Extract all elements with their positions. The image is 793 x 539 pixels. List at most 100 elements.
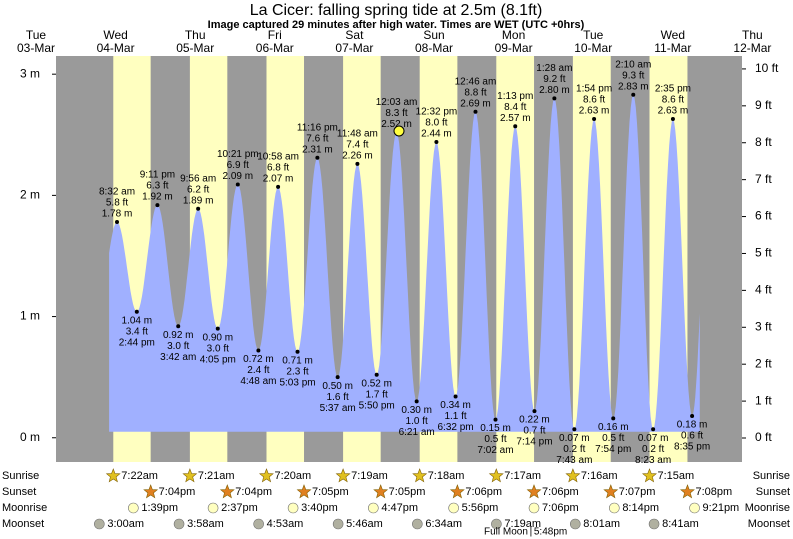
y2-tick-label: 5 ft — [755, 246, 772, 260]
sunrise-icon — [182, 468, 198, 483]
moonrise-icon — [448, 502, 459, 514]
tide-point — [670, 117, 675, 122]
moonset-icon — [648, 518, 660, 530]
sunset-icon — [143, 484, 159, 499]
tide-label: 0.18 m — [677, 420, 708, 431]
day-date: 11-Mar — [654, 41, 691, 55]
y-tick-label: 3 m — [20, 66, 40, 80]
tide-label: 2.3 ft — [286, 366, 308, 377]
tide-label: 12:03 am — [376, 97, 418, 108]
sunrise-icon — [258, 468, 274, 483]
day-date: 07-Mar — [335, 41, 373, 55]
tide-label: 8.0 ft — [425, 118, 447, 129]
tide-point — [453, 394, 458, 399]
y2-tick-label: 9 ft — [755, 98, 772, 112]
sunset-time: 7:04pm — [159, 486, 196, 498]
moonrise-time: 2:37pm — [221, 502, 258, 514]
tide-label: 0.34 m — [440, 400, 471, 411]
tide-area — [109, 94, 700, 432]
tide-label: 2:35 pm — [655, 84, 691, 95]
tide-label: 5:03 pm — [279, 377, 315, 388]
tide-point — [611, 416, 616, 421]
day-date: 06-Mar — [256, 41, 294, 55]
tide-point — [572, 427, 577, 432]
day-weekday: Fri — [268, 28, 282, 42]
day-weekday: Mon — [502, 28, 525, 42]
tide-label: 2.52 m — [381, 119, 412, 130]
moonrise-icon — [207, 502, 219, 514]
tide-point — [690, 413, 695, 418]
y2-tick-label: 10 ft — [755, 61, 779, 75]
tide-label: 11:16 pm — [297, 122, 338, 133]
tide-label: 10:58 am — [257, 152, 299, 163]
sunrise-time: 7:20am — [274, 470, 311, 482]
moonset-icon — [569, 518, 581, 530]
tide-label: 0.92 m — [163, 330, 194, 341]
tide-label: 8:32 am — [99, 187, 135, 198]
sunset-icon — [526, 484, 542, 499]
day-date: 04-Mar — [97, 41, 135, 55]
tide-label: 6.9 ft — [227, 160, 249, 171]
tide-label: 8.8 ft — [464, 87, 486, 98]
day-date: 09-Mar — [495, 41, 533, 55]
tide-label: 1.78 m — [102, 209, 133, 220]
tide-label: 9.2 ft — [543, 74, 565, 85]
moonset-icon — [253, 518, 264, 530]
tide-label: 2.31 m — [302, 144, 333, 155]
tide-label: 2.07 m — [263, 174, 294, 185]
moonrise-time: 8:14pm — [622, 502, 659, 514]
tide-label: 5.8 ft — [106, 198, 128, 209]
tide-label: 3.4 ft — [126, 326, 148, 337]
tide-label: 2.63 m — [579, 106, 610, 117]
tide-point — [493, 417, 498, 422]
moonset-icon — [173, 518, 185, 530]
day-date: 08-Mar — [415, 41, 453, 55]
tide-point — [532, 409, 537, 414]
day-weekday: Wed — [661, 28, 685, 42]
tide-point — [276, 184, 281, 189]
tide-point — [295, 349, 300, 354]
sunset-time: 7:07pm — [619, 486, 656, 498]
tide-label: 0.71 m — [282, 355, 313, 366]
tide-label: 2:44 pm — [119, 337, 155, 348]
tide-label: 11:48 am — [337, 129, 378, 140]
moonrise-time: 5:56pm — [462, 502, 499, 514]
tide-label: 0.15 m — [480, 423, 511, 434]
tide-label: 1.7 ft — [366, 389, 388, 400]
tide-point — [115, 220, 120, 225]
moonset-icon — [491, 518, 502, 530]
moonset-icon — [332, 518, 344, 530]
tide-point — [256, 348, 261, 353]
tide-label: 10:21 pm — [217, 149, 259, 160]
day-weekday: Thu — [185, 28, 206, 42]
tide-label: 9:56 am — [180, 173, 216, 184]
moonrise-time: 4:47pm — [381, 502, 418, 514]
tide-label: 0.50 m — [322, 381, 353, 392]
moonset-time: 3:00am — [107, 518, 144, 530]
tide-label: 1:28 am — [536, 63, 572, 74]
current-marker — [393, 125, 405, 137]
tide-point — [631, 92, 636, 97]
tide-label: 2.83 m — [618, 81, 649, 92]
sunset-icon — [219, 484, 235, 499]
moonset-icon — [412, 518, 423, 530]
tide-label: 2.63 m — [658, 106, 689, 117]
tide-point — [552, 96, 557, 101]
tide-label: 6.2 ft — [187, 184, 209, 195]
tide-label: 6.8 ft — [267, 163, 289, 174]
tide-label: 0.5 ft — [602, 433, 624, 444]
tide-label: 0.2 ft — [642, 444, 664, 455]
moonrise-icon — [689, 502, 700, 514]
tide-label: 1.89 m — [183, 195, 214, 206]
day-weekday: Wed — [103, 28, 127, 42]
tide-point — [513, 124, 518, 129]
tide-label: 2.44 m — [421, 129, 452, 140]
row-label: Sunrise — [753, 470, 790, 482]
tide-point — [592, 117, 597, 122]
tide-label: 8.4 ft — [504, 102, 526, 113]
tide-label: 2.09 m — [223, 171, 254, 182]
tide-label: 2.57 m — [500, 113, 531, 124]
day-weekday: Tue — [583, 28, 604, 42]
sunrise-icon — [488, 468, 504, 483]
